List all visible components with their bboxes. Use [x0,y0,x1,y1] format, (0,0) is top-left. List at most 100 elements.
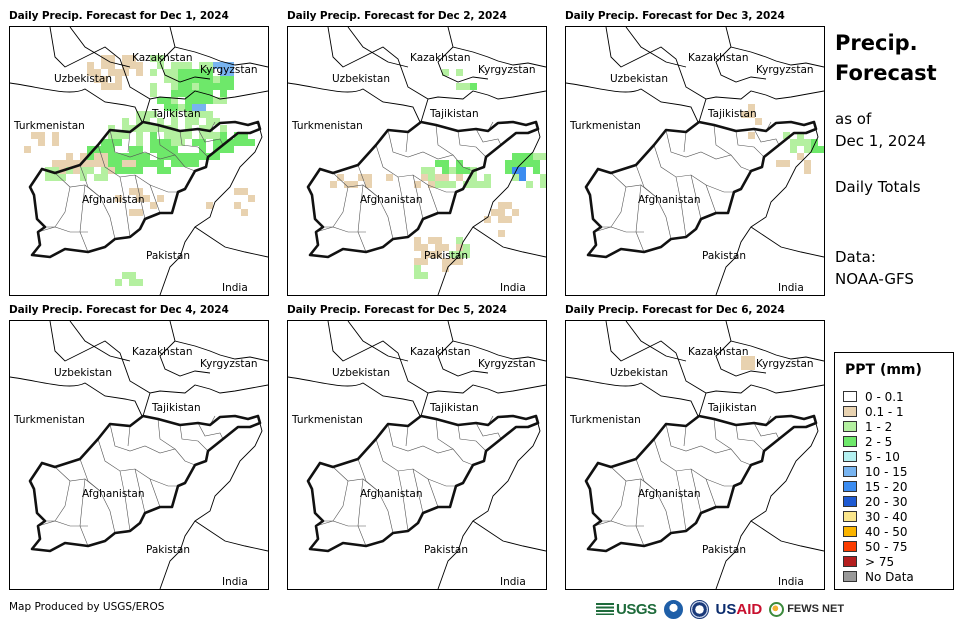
precip-cell [199,90,206,97]
precip-cell [129,160,136,167]
precip-cell [192,160,199,167]
kazakhstan-label: Kazakhstan [688,346,749,358]
border-line [347,321,409,362]
precip-cell [178,104,185,111]
precip-cell [199,69,206,76]
precip-cell [804,167,811,174]
province-line [601,480,627,522]
country-borders [10,321,268,589]
precip-cell [136,153,143,160]
precip-cell [470,83,477,90]
precip-cell [456,174,463,181]
precip-cell [157,139,164,146]
border-line [566,376,699,417]
precip-cell [38,132,45,139]
province-line [315,520,366,527]
legend-swatch [843,571,857,582]
precip-cell [129,209,136,216]
precip-cell [66,167,73,174]
precip-cell [115,139,122,146]
legend-swatch [843,526,857,537]
legend-label: 50 - 75 [865,539,908,554]
precip-cell [115,167,122,174]
province-line [387,423,474,466]
uzbekistan-label: Uzbekistan [332,367,390,379]
precip-cell [171,118,178,125]
map-canvas: Kazakhstan Kyrgyzstan Uzbekistan Tajikistan… [10,27,268,295]
precip-cell [101,76,108,83]
precip-cell [421,174,428,181]
precip-cell [818,146,824,153]
border-line [715,121,819,295]
province-line [635,478,645,547]
precip-cell [227,146,234,153]
legend-swatch [843,421,857,432]
border-line [566,82,699,123]
border-line [472,520,546,552]
province-line [457,130,487,158]
panel-title: Daily Precip. Forecast for Dec 6, 2024 [565,304,785,316]
precip-cell [129,272,136,279]
precip-cell [199,132,206,139]
precip-cell [108,125,115,132]
province-lines [315,415,502,547]
precip-cell [512,209,519,216]
precip-cell [101,62,108,69]
province-line [37,520,88,527]
precip-map: Kazakhstan Kyrgyzstan Uzbekistan Tajikistan… [565,320,825,590]
precip-cell [248,139,255,146]
border-line [447,27,546,68]
daily-totals-label: Daily Totals [835,178,921,196]
precip-cell [811,139,818,146]
precip-cell [526,160,533,167]
precip-cell [185,104,192,111]
legend-swatch [843,391,857,402]
precip-cell [811,146,818,153]
province-line [601,186,627,228]
precip-cell [428,251,435,258]
precip-cell [748,132,755,139]
precip-cell [442,244,449,251]
precip-cell [164,146,171,153]
precip-cell [52,132,59,139]
precip-cell [136,125,143,132]
precip-cell [192,76,199,83]
precip-cell [498,202,505,209]
precip-cell [227,139,234,146]
precip-cell [220,83,227,90]
province-line [357,478,367,547]
province-line [79,478,89,547]
afghanistan-outline [306,414,540,553]
precip-cell [122,125,129,132]
precip-cell [150,83,157,90]
precip-cell [115,83,122,90]
precip-cell [143,195,150,202]
precip-cell [414,181,421,188]
precip-cell [199,153,206,160]
tajikistan-label: Tajikistan [707,108,757,120]
precip-cell [199,104,206,111]
precip-cell [804,160,811,167]
kazakhstan-label: Kazakhstan [132,52,193,64]
precip-cell [358,174,365,181]
precip-cell [24,146,31,153]
precip-cell [115,132,122,139]
legend-swatch [843,496,857,507]
legend-label: 5 - 10 [865,449,900,464]
precip-cell [442,181,449,188]
province-line [97,438,161,508]
precip-cell [797,153,804,160]
precip-cell [213,153,220,160]
border-line [194,226,268,258]
precip-raster [741,104,824,174]
border-line [159,121,263,295]
precip-cell [330,181,337,188]
panel-title: Daily Precip. Forecast for Dec 1, 2024 [9,10,229,22]
precip-cell [213,62,220,69]
precip-cell [748,356,755,363]
precip-cell [52,167,59,174]
precip-cell [484,174,491,181]
precip-cell [45,174,52,181]
precip-cell [59,174,66,181]
